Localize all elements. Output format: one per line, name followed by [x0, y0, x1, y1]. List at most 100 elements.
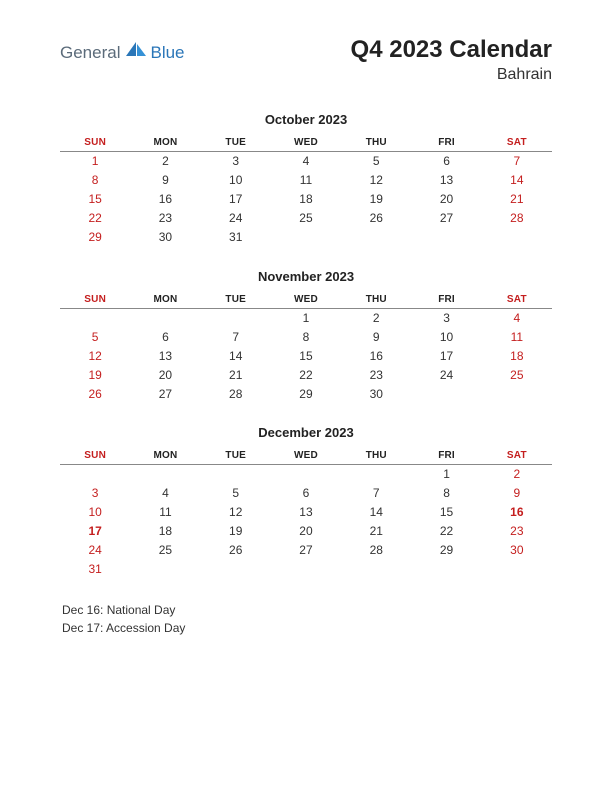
- calendar-day: [130, 560, 200, 579]
- calendar-day: 21: [341, 522, 411, 541]
- calendar-day: 5: [341, 152, 411, 171]
- calendar-day: [482, 228, 552, 247]
- calendar-day: 1: [411, 465, 481, 484]
- calendar-day: 20: [411, 190, 481, 209]
- day-header: TUE: [201, 290, 271, 309]
- calendar-day: 9: [341, 327, 411, 346]
- day-header: SUN: [60, 133, 130, 152]
- calendar-row: 2627282930: [60, 384, 552, 403]
- calendar-day: [341, 560, 411, 579]
- calendar-day: 3: [201, 152, 271, 171]
- calendar-day: 30: [482, 541, 552, 560]
- calendar-day: 24: [201, 209, 271, 228]
- day-header: SAT: [482, 133, 552, 152]
- calendar-day: 11: [271, 171, 341, 190]
- month-title: December 2023: [60, 425, 552, 440]
- months-container: October 2023SUNMONTUEWEDTHUFRISAT1234567…: [60, 112, 552, 579]
- calendar-day: 20: [130, 365, 200, 384]
- calendar-row: 10111213141516: [60, 503, 552, 522]
- logo: General Blue: [60, 42, 185, 63]
- calendar-day: 6: [411, 152, 481, 171]
- month-title: October 2023: [60, 112, 552, 127]
- calendar-day: [341, 465, 411, 484]
- calendar-day: 28: [341, 541, 411, 560]
- calendar-day: 26: [201, 541, 271, 560]
- calendar-day: 15: [411, 503, 481, 522]
- calendar-day: 18: [482, 346, 552, 365]
- calendar-day: 22: [411, 522, 481, 541]
- calendar-day: 25: [482, 365, 552, 384]
- calendar-day: 26: [60, 384, 130, 403]
- calendar-row: 24252627282930: [60, 541, 552, 560]
- calendar-row: 891011121314: [60, 171, 552, 190]
- day-header: TUE: [201, 133, 271, 152]
- calendar-day: 13: [271, 503, 341, 522]
- calendar-day: 25: [271, 209, 341, 228]
- calendar-day: 14: [341, 503, 411, 522]
- holiday-entry: Dec 16: National Day: [62, 601, 552, 619]
- calendar-day: 3: [411, 308, 481, 327]
- day-header: MON: [130, 446, 200, 465]
- calendar-day: 10: [201, 171, 271, 190]
- calendar-day: 15: [271, 346, 341, 365]
- calendar-row: 15161718192021: [60, 190, 552, 209]
- calendar-day: 14: [201, 346, 271, 365]
- calendar-day: [411, 228, 481, 247]
- calendar-day: 21: [482, 190, 552, 209]
- calendar-day: [482, 384, 552, 403]
- calendar-day: 8: [271, 327, 341, 346]
- calendar-day: [130, 308, 200, 327]
- day-header: FRI: [411, 290, 481, 309]
- month-title: November 2023: [60, 269, 552, 284]
- calendar-day: 6: [271, 484, 341, 503]
- day-header: FRI: [411, 133, 481, 152]
- calendar-day: 28: [482, 209, 552, 228]
- calendar-day: 21: [201, 365, 271, 384]
- day-header: MON: [130, 290, 200, 309]
- month-block: December 2023SUNMONTUEWEDTHUFRISAT123456…: [60, 425, 552, 579]
- calendar-day: 17: [60, 522, 130, 541]
- calendar-day: 7: [482, 152, 552, 171]
- day-header: SUN: [60, 290, 130, 309]
- day-header: THU: [341, 133, 411, 152]
- calendar-day: 13: [130, 346, 200, 365]
- calendar-day: 16: [482, 503, 552, 522]
- calendar-day: 22: [271, 365, 341, 384]
- calendar-day: 12: [201, 503, 271, 522]
- holiday-entry: Dec 17: Accession Day: [62, 619, 552, 637]
- calendar-day: 23: [130, 209, 200, 228]
- calendar-day: 11: [130, 503, 200, 522]
- calendar-day: [201, 560, 271, 579]
- day-header: SUN: [60, 446, 130, 465]
- page-title: Q4 2023 Calendar: [351, 36, 552, 64]
- calendar-day: 17: [201, 190, 271, 209]
- calendar-day: 9: [482, 484, 552, 503]
- calendar-day: 24: [411, 365, 481, 384]
- calendar-day: [341, 228, 411, 247]
- calendar-day: [482, 560, 552, 579]
- calendar-day: 12: [341, 171, 411, 190]
- day-header: WED: [271, 290, 341, 309]
- day-header: THU: [341, 290, 411, 309]
- calendar-row: 1234: [60, 308, 552, 327]
- day-header: SAT: [482, 290, 552, 309]
- calendar-day: 30: [341, 384, 411, 403]
- day-header: THU: [341, 446, 411, 465]
- calendar-day: 4: [130, 484, 200, 503]
- calendar-day: 8: [60, 171, 130, 190]
- calendar-day: [60, 308, 130, 327]
- header: General Blue Q4 2023 Calendar Bahrain: [60, 36, 552, 84]
- calendar-day: 9: [130, 171, 200, 190]
- holidays-list: Dec 16: National DayDec 17: Accession Da…: [60, 601, 552, 637]
- calendar-day: 31: [60, 560, 130, 579]
- calendar-day: 11: [482, 327, 552, 346]
- calendar-day: [411, 384, 481, 403]
- calendar-row: 3456789: [60, 484, 552, 503]
- calendar-day: 29: [60, 228, 130, 247]
- title-block: Q4 2023 Calendar Bahrain: [351, 36, 552, 84]
- logo-text-general: General: [60, 43, 120, 63]
- calendar-day: 29: [271, 384, 341, 403]
- calendar-day: 17: [411, 346, 481, 365]
- calendar-day: 12: [60, 346, 130, 365]
- calendar-table: SUNMONTUEWEDTHUFRISAT1234567891011121314…: [60, 133, 552, 247]
